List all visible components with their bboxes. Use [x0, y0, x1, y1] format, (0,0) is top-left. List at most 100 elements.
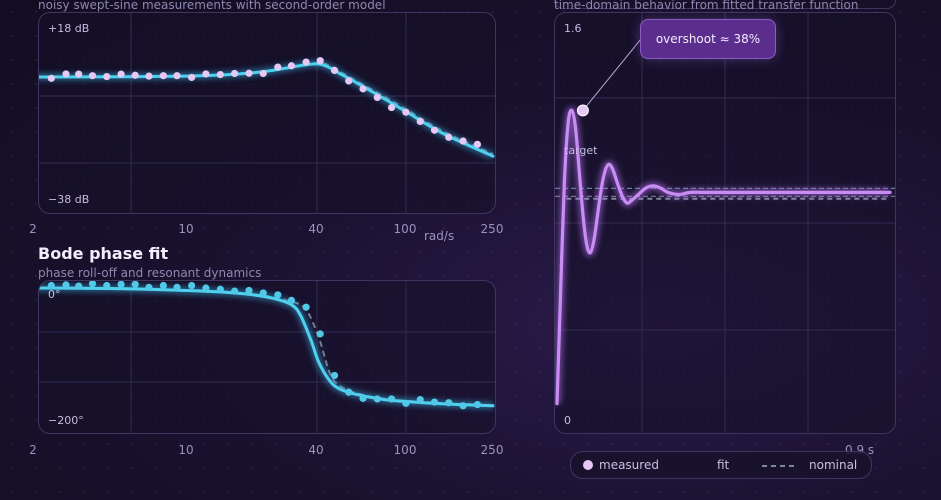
step-subtitle: time-domain behavior from fitted transfe… — [554, 0, 859, 12]
phase-subtitle: phase roll-off and resonant dynamics — [38, 266, 262, 280]
magnitude-measured-point — [416, 117, 424, 126]
phase-measured-point — [103, 281, 111, 290]
magnitude-x-unit: rad/s — [424, 229, 455, 243]
phase-measured-point — [359, 394, 367, 402]
overshoot-peak-marker — [576, 104, 589, 117]
phase-measured-point — [302, 303, 310, 311]
magnitude-measured-point — [159, 72, 167, 80]
legend-fit-label: fit — [717, 458, 730, 472]
magnitude-measured-point — [345, 77, 353, 85]
magnitude-x-tick: 100 — [393, 222, 417, 236]
magnitude-measured-point — [387, 103, 396, 112]
magnitude-measured-point — [103, 72, 111, 81]
magnitude-subtitle: noisy swept-sine measurements with secon… — [38, 0, 386, 12]
magnitude-measured-point — [231, 69, 239, 78]
magnitude-measured-point — [145, 72, 153, 80]
magnitude-panel: +18 dB −38 dB — [38, 12, 496, 214]
phase-chart — [39, 281, 495, 433]
magnitude-measured-point — [75, 70, 83, 78]
phase-measured-point — [345, 388, 353, 396]
magnitude-measured-point — [62, 70, 70, 78]
phase-measured-point — [159, 281, 167, 290]
step-y-bottom-label: 0 — [564, 414, 571, 427]
phase-measured-point — [173, 283, 181, 291]
overshoot-leader-line — [582, 38, 642, 111]
magnitude-y-top-label: +18 dB — [48, 22, 90, 35]
magnitude-measured-point — [216, 70, 224, 79]
legend: measured fit nominal — [570, 451, 872, 479]
magnitude-measured-point — [188, 73, 196, 82]
phase-measured-point — [316, 330, 324, 338]
magnitude-measured-point — [473, 140, 482, 148]
phase-measured-point — [387, 395, 396, 403]
step-fit-line — [555, 108, 892, 406]
magnitude-measured-point — [373, 93, 381, 102]
magnitude-x-tick: 10 — [178, 222, 194, 236]
legend-nominal-label: nominal — [809, 458, 858, 472]
magnitude-measured-point — [316, 57, 324, 65]
phase-nominal-line — [39, 287, 494, 407]
overshoot-callout: overshoot ≈ 38% — [640, 19, 776, 59]
phase-x-tick: 40 — [308, 443, 324, 457]
phase-measured-point — [245, 286, 253, 295]
magnitude-x-tick: 40 — [308, 222, 324, 236]
magnitude-measured-point — [245, 69, 253, 77]
phase-measured-point — [274, 291, 282, 299]
phase-measured-point — [47, 281, 55, 290]
phase-measured-point — [216, 285, 224, 293]
step-y-top-label: 1.6 — [564, 22, 582, 35]
legend-measured-swatch — [583, 460, 593, 470]
phase-x-tick: 2 — [29, 443, 37, 457]
magnitude-measured-point — [259, 69, 267, 78]
phase-measured-point — [62, 281, 70, 289]
phase-y-top-label: 0° — [48, 288, 61, 301]
magnitude-measured-point — [330, 66, 339, 74]
magnitude-measured-point — [88, 72, 97, 80]
magnitude-measured-point — [274, 63, 282, 71]
target-label: target — [564, 144, 598, 157]
phase-x-tick: 250 — [480, 443, 504, 457]
magnitude-measured-point — [302, 58, 310, 66]
phase-title: Bode phase fit — [38, 244, 169, 263]
step-panel: 1.6 0 target — [554, 12, 896, 434]
legend-measured-label: measured — [599, 458, 659, 472]
magnitude-chart — [39, 13, 495, 213]
phase-measured-point — [402, 399, 410, 407]
magnitude-measured-point — [359, 85, 367, 93]
magnitude-measured-point — [117, 70, 125, 78]
phase-measured-point — [88, 281, 97, 288]
phase-measured-point — [416, 396, 424, 404]
magnitude-measured-point — [287, 62, 296, 70]
magnitude-measured-point — [202, 70, 210, 78]
magnitude-measured-point — [459, 137, 467, 145]
magnitude-measured-point — [445, 133, 453, 141]
magnitude-measured-point — [173, 72, 181, 80]
step-fit-glow — [555, 106, 890, 404]
phase-measured-point — [430, 398, 439, 406]
phase-measured-point — [445, 399, 453, 407]
phase-x-tick: 10 — [178, 443, 194, 457]
step-chart — [555, 13, 895, 433]
step-nominal-line — [556, 197, 890, 404]
magnitude-x-tick: 250 — [480, 222, 504, 236]
phase-measured-point — [231, 287, 239, 295]
phase-measured-point — [202, 284, 210, 292]
phase-measured-point — [145, 283, 153, 291]
phase-fit-line — [39, 286, 495, 408]
phase-x-tick: 100 — [393, 443, 417, 457]
phase-measured-point — [259, 289, 267, 297]
phase-measured-point — [75, 282, 83, 290]
magnitude-measured-point — [402, 108, 410, 116]
phase-measured-point — [473, 400, 482, 409]
phase-measured-point — [330, 371, 339, 380]
magnitude-x-tick: 2 — [29, 222, 37, 236]
phase-measured-point — [117, 281, 125, 288]
phase-measured-point — [373, 395, 381, 403]
phase-measured-point — [287, 296, 296, 304]
magnitude-fit-line — [39, 62, 495, 158]
magnitude-measured-point — [131, 71, 139, 79]
phase-y-bottom-label: −200° — [48, 414, 84, 427]
magnitude-measured-point — [430, 126, 439, 134]
phase-panel: 0° −200° — [38, 280, 496, 434]
phase-measured-point — [459, 402, 467, 410]
